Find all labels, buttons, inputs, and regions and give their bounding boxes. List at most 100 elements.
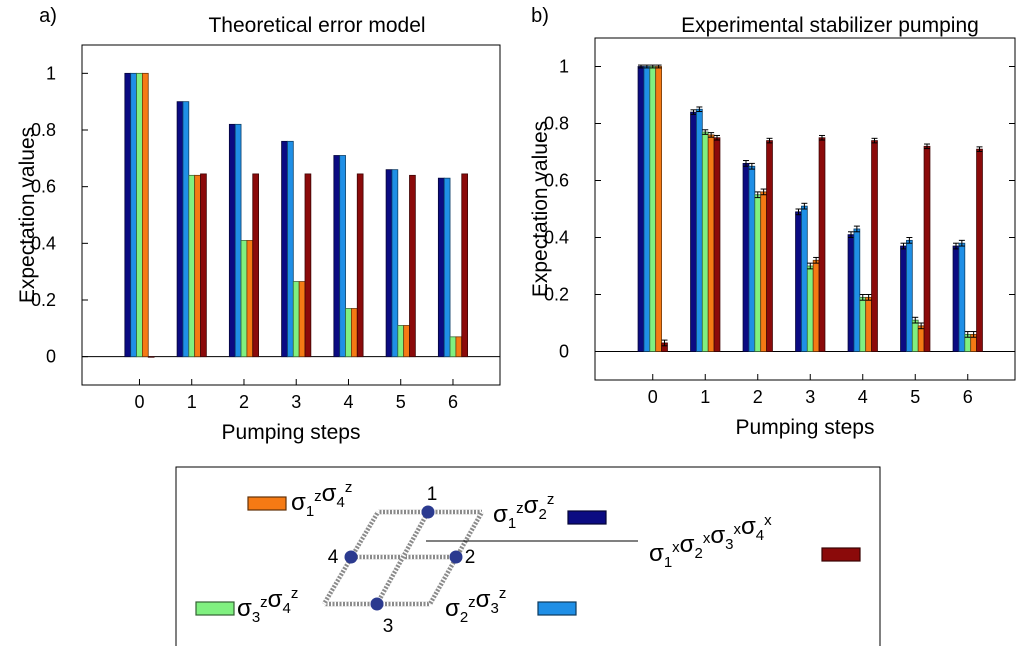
y-tick-label: 0.4 [31, 233, 56, 253]
bar [391, 169, 399, 358]
bar [754, 194, 762, 352]
bar [847, 234, 855, 352]
legend-sigma: σ [322, 480, 337, 507]
legend-superscript: z [260, 594, 268, 611]
legend-subscript: 3 [252, 609, 260, 626]
panel-label: b) [531, 5, 549, 27]
bar [234, 123, 242, 358]
bar [911, 319, 919, 352]
qubit-label: 2 [465, 547, 476, 568]
bar [147, 356, 155, 358]
bar [742, 162, 750, 352]
legend-subscript: 2 [538, 506, 546, 523]
bar [952, 245, 960, 352]
bar [142, 72, 149, 358]
bar [176, 101, 184, 358]
panel-label: a) [39, 5, 57, 27]
legend-sigma: σ [741, 513, 756, 540]
bar [900, 245, 907, 352]
x-axis-label: Pumping steps [222, 421, 361, 444]
legend-swatch [247, 496, 287, 511]
plot-frame [81, 44, 501, 386]
x-tick-label: 0 [648, 387, 658, 407]
bar [818, 137, 826, 352]
chart-title: Theoretical error model [208, 14, 425, 37]
legend-superscript: x [703, 530, 711, 547]
legend-label: σ1xσ2xσ3xσ4x [649, 512, 772, 571]
legend-sigma: σ [291, 489, 306, 516]
bar [655, 66, 662, 352]
legend-superscript: x [764, 512, 772, 529]
bar [976, 148, 983, 352]
y-axis-label: Expectation values [529, 121, 552, 297]
x-tick-label: 5 [910, 387, 920, 407]
legend-swatch [567, 510, 607, 525]
legend-superscript: z [345, 479, 353, 496]
legend-subscript: 4 [282, 600, 290, 617]
y-tick-label: 0.4 [544, 228, 569, 248]
bar [182, 101, 190, 358]
legend-subscript: 3 [490, 600, 498, 617]
legend-sigma: σ [524, 492, 539, 519]
bond-dots [375, 510, 430, 606]
x-tick-label: 1 [187, 392, 197, 412]
legend-label: σ1zσ2z [493, 491, 554, 532]
bar [859, 296, 867, 352]
bar [385, 169, 393, 358]
legend-subscript: 4 [336, 494, 344, 511]
bar [643, 66, 651, 352]
qubit-node [370, 597, 384, 611]
bar [281, 140, 288, 358]
bar [124, 72, 132, 358]
bar [455, 336, 463, 358]
chart-title: Experimental stabilizer pumping [681, 14, 979, 37]
x-tick-label: 0 [134, 392, 144, 412]
x-tick-label: 4 [343, 392, 353, 412]
x-tick-label: 3 [805, 387, 815, 407]
panel-b: b) Experimental stabilizer pumping Pumping… [529, 5, 1016, 439]
legend-label: σ2zσ3z [445, 585, 506, 626]
legend-superscript: x [733, 521, 741, 538]
legend-label: σ1zσ4z [291, 479, 352, 520]
legend-superscript: z [291, 585, 299, 602]
qubit-node [421, 505, 435, 519]
legend-superscript: z [516, 500, 524, 517]
bar [130, 72, 137, 358]
bar [188, 174, 196, 358]
qubit-label: 3 [383, 616, 394, 637]
x-tick-label: 6 [448, 392, 458, 412]
bar [865, 296, 872, 352]
x-tick-label: 2 [239, 392, 249, 412]
bar [252, 173, 260, 358]
x-tick-label: 4 [858, 387, 868, 407]
legend-subscript: 2 [460, 609, 468, 626]
legend-subscript: 3 [725, 536, 733, 553]
y-tick-label: 0.8 [31, 120, 56, 140]
bar [713, 137, 721, 352]
bar [345, 308, 352, 358]
bar [707, 134, 715, 352]
legend-sigma: σ [445, 595, 460, 622]
bar [806, 265, 814, 352]
bar [917, 325, 925, 352]
bar [356, 173, 364, 358]
legend-sigma: σ [649, 540, 664, 567]
legend-label: σ3zσ4z [237, 585, 298, 626]
legend-subscript: 1 [306, 503, 314, 520]
legend-swatch [537, 601, 577, 616]
x-tick-label: 3 [291, 392, 301, 412]
bar [136, 72, 143, 358]
qubit-node [344, 550, 358, 564]
bar [696, 108, 703, 352]
legend-sigma: σ [268, 586, 283, 613]
bar [228, 123, 236, 358]
legend-subscript: 1 [664, 554, 672, 571]
legend-sigma: σ [493, 501, 508, 528]
legend-superscript: z [499, 585, 507, 602]
x-tick-label: 5 [396, 392, 406, 412]
legend-superscript: z [468, 594, 476, 611]
bar [461, 173, 469, 358]
bar [701, 131, 709, 352]
bar [906, 239, 913, 352]
